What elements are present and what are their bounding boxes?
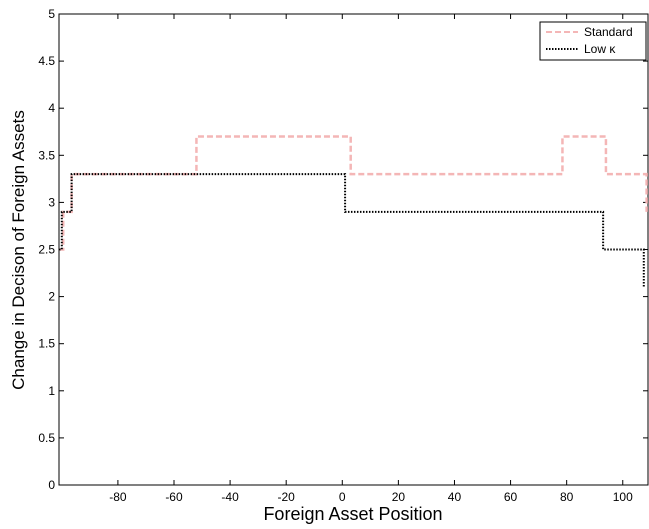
legend-label: Low κ xyxy=(584,42,616,56)
y-tick-label: 4 xyxy=(48,101,55,115)
y-tick-label: 2.5 xyxy=(38,243,55,257)
x-tick-label: 40 xyxy=(448,490,462,504)
x-tick-label: 100 xyxy=(613,490,633,504)
x-tick-label: -60 xyxy=(165,490,183,504)
x-tick-label: 80 xyxy=(560,490,574,504)
x-tick-label: -40 xyxy=(221,490,239,504)
line xyxy=(59,135,648,251)
y-tick-label: 0.5 xyxy=(38,431,55,445)
y-tick-label: 5 xyxy=(48,7,55,21)
y-tick-label: 1 xyxy=(48,384,55,398)
y-tick-label: 0 xyxy=(48,478,55,492)
x-axis-label: Foreign Asset Position xyxy=(263,504,442,524)
x-tick-label: -20 xyxy=(278,490,296,504)
y-tick-label: 3.5 xyxy=(38,148,55,162)
y-tick-label: 3 xyxy=(48,195,55,209)
legend-box xyxy=(539,21,647,61)
plot-area xyxy=(58,13,649,486)
y-tick-label: 2 xyxy=(48,290,55,304)
legend-label: Standard xyxy=(584,25,633,39)
line xyxy=(59,173,645,288)
x-tick-label: 0 xyxy=(339,490,346,504)
x-tick-label: 60 xyxy=(504,490,518,504)
y-tick-label: 1.5 xyxy=(38,337,55,351)
y-axis-label: Change in Decison of Foreign Assets xyxy=(9,110,28,390)
x-tick-label: 20 xyxy=(392,490,406,504)
y-tick-label: 4.5 xyxy=(38,54,55,68)
x-tick-label: -80 xyxy=(109,490,127,504)
